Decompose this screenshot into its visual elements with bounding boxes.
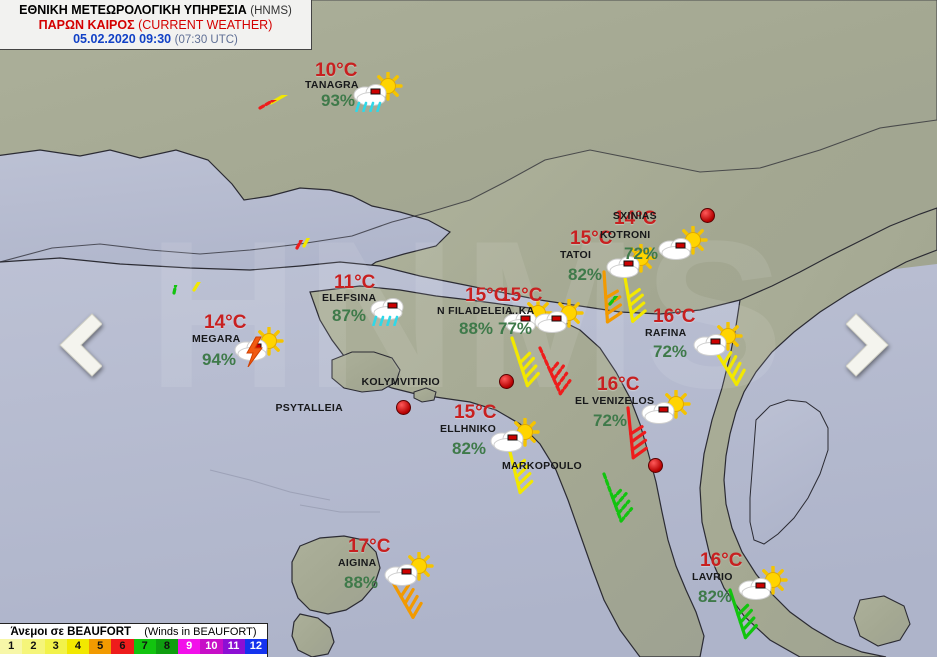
beaufort-cell-4: 4 (66, 639, 89, 654)
station-label: TANAGRA (305, 79, 359, 91)
map-type-en: (CURRENT WEATHER) (138, 17, 273, 32)
station-label: ELEFSINA (322, 292, 377, 304)
sun-cloud-icon (635, 389, 693, 430)
beaufort-legend: Άνεμοι σε BEAUFORT (Winds in BEAUFORT) 1… (0, 623, 268, 657)
station-temperature: 11°C (334, 272, 376, 293)
station-temperature: 16°C (700, 550, 743, 571)
station-temperature: 14°C (614, 208, 657, 229)
thunderstorm-icon (228, 326, 286, 368)
barb-athens-red (532, 340, 622, 435)
timestamp-local: 05.02.2020 09:30 (73, 31, 172, 46)
station-humidity: 94% (202, 350, 237, 369)
barb-elliniko (500, 436, 590, 531)
barb-tanagra-red (252, 73, 342, 195)
beaufort-cell-5: 5 (89, 639, 112, 654)
beaufort-cell-8: 8 (155, 639, 178, 654)
station-marker-label: PSYTALLEIA (275, 402, 343, 414)
station-marker-label: MARKOPOULO (502, 460, 582, 472)
sun-cloud-icon (600, 243, 658, 284)
beaufort-cell-6: 6 (111, 639, 134, 654)
previous-map-arrow-button[interactable] (58, 310, 103, 380)
station-label: KOTRONI (600, 229, 651, 241)
station-marker-dot[interactable] (396, 400, 411, 415)
station-temperature: 17°C (348, 536, 391, 557)
beaufort-color-bar: 1 2 3 4 5 6 7 8 9 10 11 12 (0, 639, 267, 654)
map-type-line: ΠΑΡΩΝ ΚΑΙΡΟΣ (CURRENT WEATHER) (4, 18, 307, 32)
station-humidity: 88% (344, 573, 379, 592)
beaufort-cell-10: 10 (200, 639, 223, 654)
station-label: ELLHNIKO (440, 423, 497, 435)
station-label: LAVRIO (692, 571, 733, 583)
station-humidity: 93% (321, 91, 356, 110)
station-humidity: 72% (593, 411, 628, 430)
sun-cloud-icon (732, 565, 790, 606)
timestamp-line: 05.02.2020 09:30 (07:30 UTC) (4, 32, 307, 47)
barb-lavrio (722, 582, 812, 657)
station-marker-dot[interactable] (648, 458, 663, 473)
station-humidity: 87% (332, 306, 367, 325)
station-marker-dot[interactable] (700, 208, 715, 223)
legend-title: Άνεμοι σε BEAUFORT (Winds in BEAUFORT) (0, 624, 267, 639)
station-humidity: 82% (452, 439, 487, 458)
station-temperature: 16°C (597, 374, 640, 395)
station-label: TATOI (560, 249, 592, 261)
map-title-box: ΕΘΝΙΚΗ ΜΕΤΕΩΡΟΛΟΓΙΚΗ ΥΠΗΡΕΣΙΑ (HNMS) ΠΑΡ… (0, 0, 312, 50)
legend-title-en: (Winds in BEAUFORT) (144, 626, 257, 638)
station-temperature: 15°C (454, 402, 497, 423)
station-temperature: 15°C (500, 285, 543, 306)
beaufort-cell-12: 12 (244, 639, 267, 654)
barb-markopoulo (596, 466, 686, 561)
agency-abbr: (HNMS) (250, 5, 292, 17)
station-temperature: 15°C (570, 228, 613, 249)
station-marker-dot[interactable] (499, 374, 514, 389)
station-label: EL VENIZELOS (575, 395, 655, 407)
sun-cloud-icon (484, 417, 542, 458)
beaufort-cell-9: 9 (178, 639, 201, 654)
agency-line: ΕΘΝΙΚΗ ΜΕΤΕΩΡΟΛΟΓΙΚΗ ΥΠΗΡΕΣΙΑ (HNMS) (4, 3, 307, 18)
sun-cloud-icon (528, 298, 586, 339)
station-humidity: 72% (653, 342, 688, 361)
station-humidity: 82% (698, 587, 733, 606)
legend-title-gr: Άνεμοι σε BEAUFORT (10, 626, 132, 638)
barb-filadelfia (504, 330, 594, 425)
next-map-arrow-button[interactable] (845, 310, 890, 380)
cloud-rain-icon (364, 286, 422, 327)
station-label: …KA (508, 305, 535, 317)
station-marker-label: SXINIAS (612, 210, 657, 222)
station-marker-label: KOLYMVITIRIO (361, 376, 440, 388)
timestamp-utc: (07:30 UTC) (174, 33, 238, 46)
sun-cloud-icon (687, 321, 745, 362)
station-humidity: 82% (568, 265, 603, 284)
map-type-gr: ΠΑΡΩΝ ΚΑΙΡΟΣ (38, 17, 135, 32)
station-label: AIGINA (338, 557, 377, 569)
station-temperature: 14°C (204, 312, 247, 333)
station-label: RAFINA (645, 327, 687, 339)
beaufort-cell-11: 11 (222, 639, 245, 654)
station-label: N FILADELEIA (437, 305, 513, 317)
station-temperature: 15°C (465, 285, 508, 306)
beaufort-cell-1: 1 (0, 639, 23, 654)
station-humidity: 88% (459, 319, 494, 338)
beaufort-cell-2: 2 (22, 639, 45, 654)
station-label: MEGARA (192, 333, 241, 345)
barb-kotroni (616, 264, 706, 359)
station-humidity: 72% (624, 244, 659, 263)
sun-cloud-icon (652, 225, 710, 266)
beaufort-cell-3: 3 (44, 639, 67, 654)
barb-venizelos (620, 400, 710, 495)
station-humidity: 77% (498, 319, 533, 338)
sun-cloud-icon (378, 551, 436, 592)
beaufort-cell-7: 7 (133, 639, 156, 654)
station-temperature: 10°C (315, 60, 358, 81)
sun-cloud-rain-icon (347, 71, 405, 113)
agency-name-gr: ΕΘΝΙΚΗ ΜΕΤΕΩΡΟΛΟΓΙΚΗ ΥΠΗΡΕΣΙΑ (19, 3, 247, 17)
station-temperature: 16°C (653, 306, 696, 327)
